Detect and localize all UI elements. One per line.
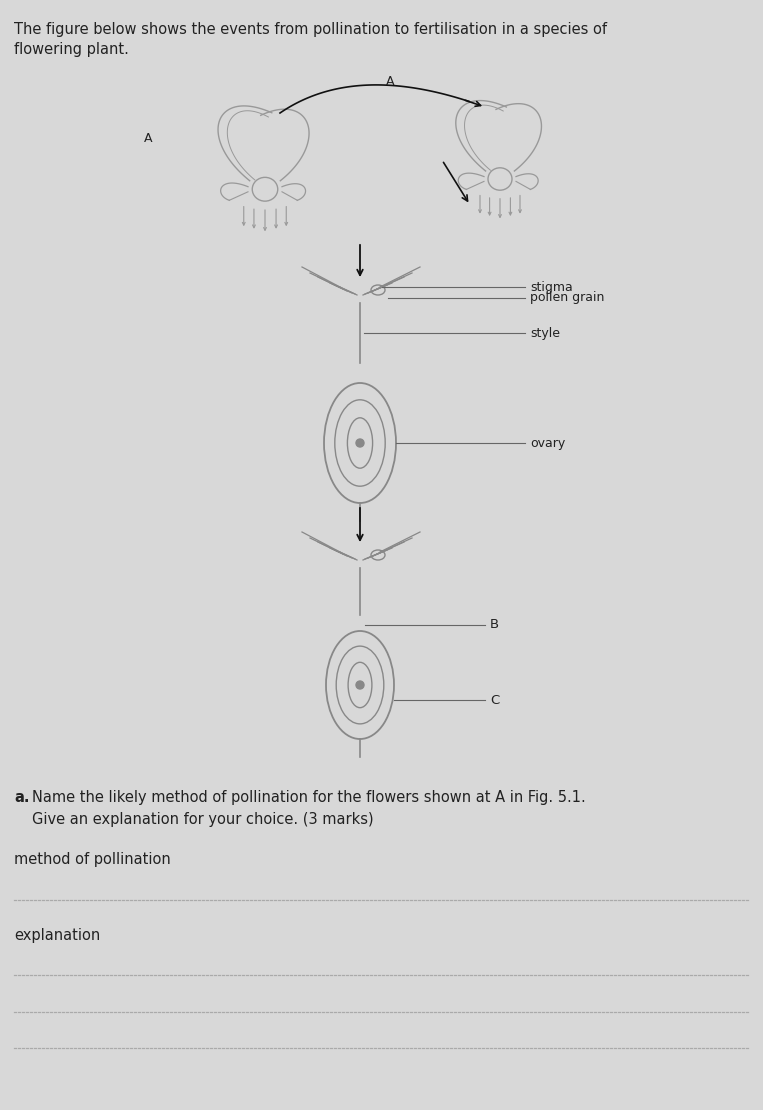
Text: flowering plant.: flowering plant. xyxy=(14,42,129,57)
Circle shape xyxy=(356,682,364,689)
Text: stigma: stigma xyxy=(530,281,573,293)
Text: Give an explanation for your choice. (3 marks): Give an explanation for your choice. (3 … xyxy=(32,813,374,827)
Text: A: A xyxy=(143,132,153,145)
Circle shape xyxy=(356,438,364,447)
Text: A: A xyxy=(386,75,394,88)
Text: Name the likely method of pollination for the flowers shown at ​A​ in Fig. 5.1.: Name the likely method of pollination fo… xyxy=(32,790,586,805)
Text: style: style xyxy=(530,326,560,340)
Text: a.: a. xyxy=(14,790,30,805)
Text: explanation: explanation xyxy=(14,928,100,943)
Text: The figure below shows the events from pollination to fertilisation in a species: The figure below shows the events from p… xyxy=(14,22,607,37)
Text: B: B xyxy=(490,618,499,632)
Text: method of pollination: method of pollination xyxy=(14,852,171,867)
Text: C: C xyxy=(490,694,499,706)
Text: ovary: ovary xyxy=(530,436,565,450)
Text: pollen grain: pollen grain xyxy=(530,292,604,304)
